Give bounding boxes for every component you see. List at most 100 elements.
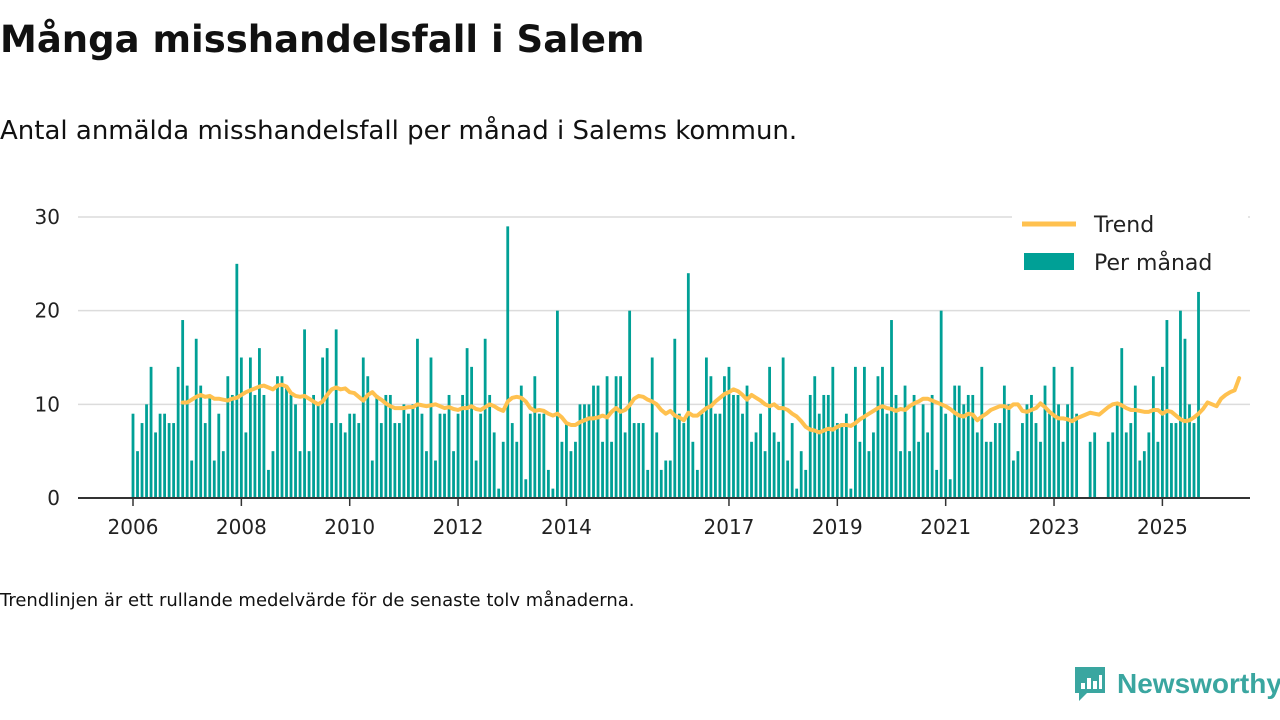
bar [375, 394, 379, 498]
bar [1183, 338, 1187, 498]
bar [208, 394, 212, 498]
bar [533, 376, 537, 498]
bar [723, 376, 726, 498]
bar [867, 451, 871, 498]
bar [1147, 432, 1151, 498]
bar [592, 385, 595, 498]
y-tick-label: 30 [35, 205, 60, 229]
bar [1002, 385, 1006, 498]
bar [641, 423, 645, 498]
bar [840, 423, 844, 498]
bar [176, 366, 180, 498]
bar [714, 413, 717, 498]
bar [565, 423, 568, 498]
legend-bar-label: Per månad [1094, 250, 1212, 276]
bar [1174, 423, 1178, 498]
bar [447, 394, 451, 498]
bar [253, 394, 257, 498]
bar [1030, 394, 1033, 498]
bar [686, 273, 690, 498]
x-tick-label: 2010 [324, 515, 375, 539]
bar [217, 413, 221, 498]
bar [1007, 404, 1011, 498]
bar [551, 488, 555, 498]
bar [917, 441, 920, 498]
bar [799, 451, 803, 498]
bar [1133, 385, 1137, 498]
bar [944, 413, 948, 498]
bar [221, 451, 225, 498]
bar [556, 310, 559, 498]
bar [307, 451, 311, 498]
x-tick-label: 2025 [1137, 515, 1188, 539]
bar [1120, 348, 1124, 498]
bar [289, 394, 293, 498]
bar [185, 385, 189, 498]
bar [831, 366, 835, 498]
bar [416, 338, 419, 498]
bar [136, 451, 139, 498]
bar [420, 413, 424, 498]
bar [411, 404, 415, 498]
bar [258, 348, 261, 498]
bar [605, 376, 609, 498]
bar [149, 366, 153, 498]
bar [646, 469, 650, 498]
bar [230, 394, 234, 498]
bar [172, 423, 176, 498]
bar [1179, 310, 1182, 498]
bar [488, 394, 492, 498]
bar [212, 460, 216, 498]
bar [610, 441, 613, 498]
bar [429, 357, 433, 498]
bar [479, 413, 483, 498]
bar [1057, 404, 1060, 498]
bar [957, 385, 961, 498]
bar [596, 385, 600, 498]
bar [1111, 432, 1115, 498]
bar [664, 460, 668, 498]
newsworthy-logo-icon [1075, 667, 1105, 701]
bar [474, 460, 478, 498]
bar [465, 348, 469, 498]
bar [930, 394, 934, 498]
y-axis-ticks: 0 10 20 30 [35, 205, 60, 510]
bar [226, 376, 230, 498]
bar [1138, 460, 1142, 498]
trend-line [180, 376, 1242, 435]
bar [1061, 441, 1065, 498]
y-tick-label: 20 [35, 299, 60, 323]
bar [1142, 451, 1146, 498]
bar [935, 469, 939, 498]
bar [826, 394, 830, 498]
bar [140, 423, 144, 498]
bar [754, 432, 758, 498]
bar [294, 404, 297, 498]
y-tick-label: 10 [35, 392, 60, 416]
bar [393, 423, 397, 498]
bar [1052, 366, 1056, 498]
bar [235, 263, 239, 498]
bar [849, 488, 853, 498]
bar [885, 413, 889, 498]
bar [989, 441, 993, 498]
chart-subtitle: Antal anmälda misshandelsfall per månad … [0, 116, 798, 146]
bar [962, 404, 966, 498]
bar [190, 460, 194, 498]
bar [352, 413, 356, 498]
bar [271, 451, 275, 498]
bar [537, 413, 541, 498]
bar [912, 394, 916, 498]
bar [370, 460, 374, 498]
legend-bar-swatch [1024, 253, 1074, 270]
bar [334, 329, 338, 498]
bar [384, 394, 388, 498]
bar [975, 432, 979, 498]
bar [303, 329, 306, 498]
bar [1188, 404, 1191, 498]
bar [844, 413, 848, 498]
bar [434, 460, 437, 498]
bar [452, 451, 455, 498]
bar [750, 441, 753, 498]
bar [515, 441, 519, 498]
